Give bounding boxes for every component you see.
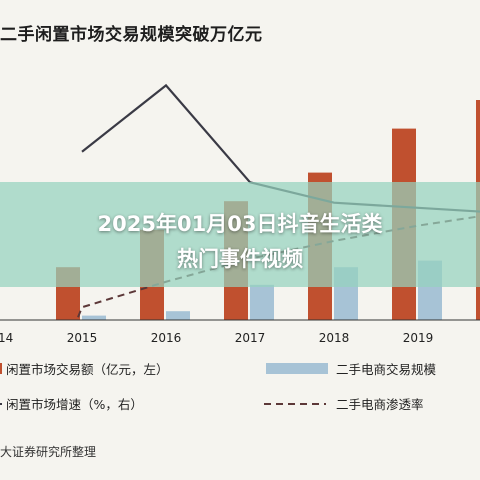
- legend-label-line_pen: 二手电商渗透率: [336, 397, 424, 412]
- legend-label-bar_main: 闲置市场交易额（亿元，左）: [6, 362, 169, 377]
- x-tick-2014: 2014: [0, 331, 13, 345]
- legend-label-bar_ecom: 二手电商交易规模: [336, 362, 437, 377]
- x-tick-2015: 2015: [67, 331, 98, 345]
- legend-label-line_growth: 闲置市场增速（%，右）: [6, 397, 143, 412]
- bar-1-2015: [82, 315, 106, 320]
- bar-1-2016: [166, 311, 190, 320]
- overlay-title-line1: 2025年01月03日抖音生活类: [97, 212, 383, 236]
- bar-1-2017: [250, 284, 274, 320]
- overlay-banner: [0, 182, 480, 287]
- overlay-title-line2: 热门事件视频: [177, 247, 303, 271]
- legend-swatch-bar_ecom: [266, 363, 328, 374]
- legend-swatch-bar_main: [0, 363, 2, 374]
- x-tick-2019: 2019: [403, 331, 434, 345]
- chart-title: 二手闲置市场交易规模突破万亿元: [0, 25, 263, 45]
- source-note: 大证券研究所整理: [0, 445, 97, 459]
- x-tick-2016: 2016: [151, 331, 182, 345]
- x-ticks-group: 2014201520162017201820192020: [0, 331, 434, 345]
- x-tick-2018: 2018: [319, 331, 350, 345]
- x-tick-2017: 2017: [235, 331, 266, 345]
